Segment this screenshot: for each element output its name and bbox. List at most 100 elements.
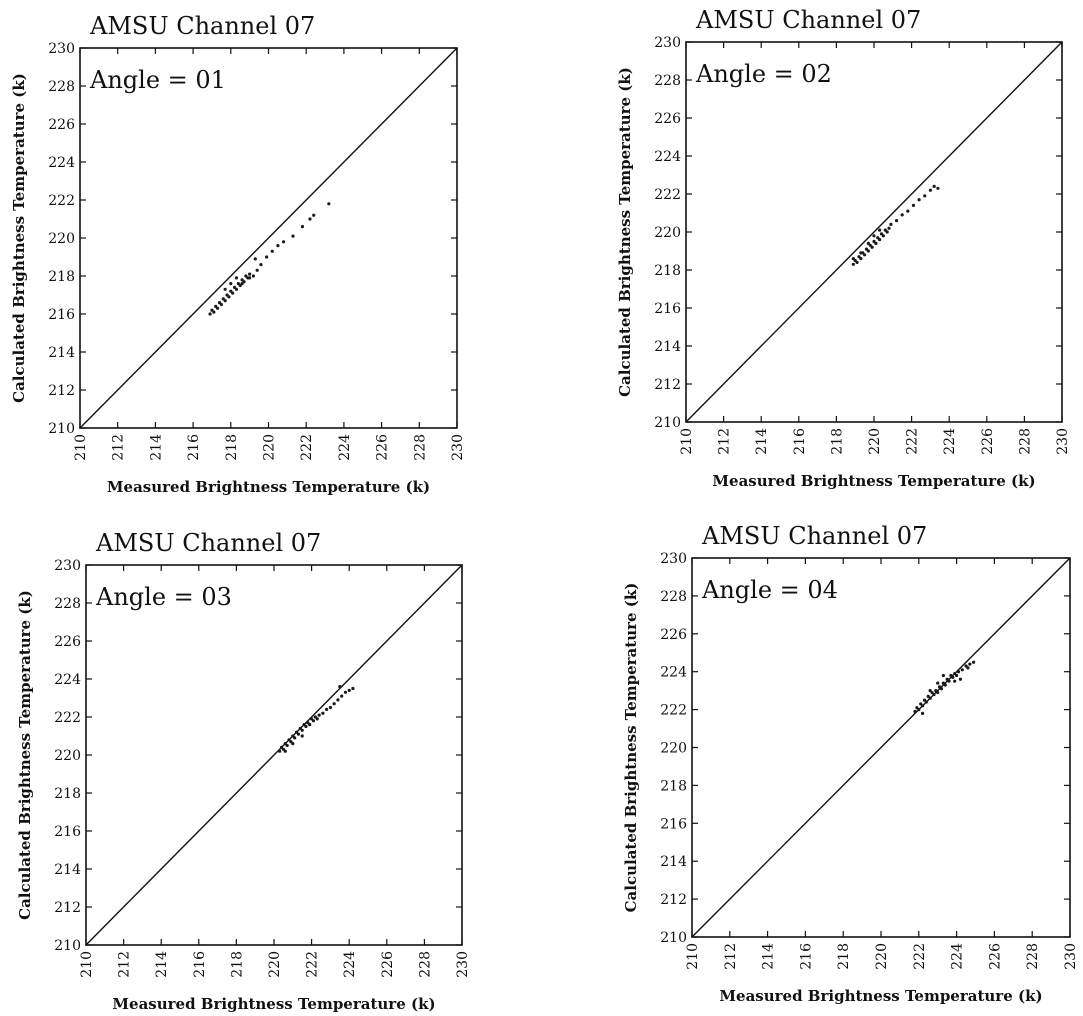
data-point — [347, 688, 351, 693]
y-tick-label: 216 — [654, 301, 681, 317]
y-tick-label: 218 — [54, 786, 81, 802]
data-point — [955, 673, 959, 678]
x-tick-label: 222 — [305, 951, 321, 978]
data-point — [234, 287, 239, 291]
y-tick-label: 224 — [660, 665, 687, 681]
x-tick-label: 214 — [754, 428, 770, 455]
data-point — [276, 244, 280, 248]
x-tick-label: 220 — [262, 434, 278, 461]
data-point — [953, 679, 957, 683]
one-to-one-line — [85, 564, 463, 946]
data-point — [253, 257, 257, 261]
data-point — [851, 262, 855, 266]
data-point — [208, 312, 212, 316]
data-point — [947, 679, 951, 683]
data-point — [325, 707, 329, 712]
data-point — [951, 675, 955, 679]
data-point — [851, 257, 855, 261]
x-tick-label: 228 — [1025, 943, 1041, 970]
data-point — [332, 702, 336, 706]
y-tick-label: 222 — [48, 193, 75, 209]
data-point — [943, 683, 947, 687]
y-tick-label: 228 — [54, 596, 81, 612]
data-point — [958, 677, 962, 681]
x-tick-label: 212 — [723, 943, 739, 970]
angle-annotation: Angle = 01 — [89, 66, 226, 94]
data-point — [216, 306, 220, 310]
x-tick-label: 210 — [679, 428, 695, 455]
x-tick-label: 222 — [905, 428, 921, 455]
data-point — [308, 723, 312, 727]
data-point — [900, 213, 904, 217]
data-point — [338, 685, 342, 689]
data-point — [270, 249, 274, 253]
x-tick-label: 222 — [299, 434, 315, 461]
y-tick-label: 224 — [48, 155, 75, 171]
data-point — [917, 198, 921, 202]
data-point — [278, 749, 282, 753]
data-point — [923, 194, 927, 198]
x-tick-label: 210 — [685, 943, 701, 970]
data-point — [968, 662, 972, 666]
data-point — [251, 274, 256, 278]
data-point — [941, 673, 945, 678]
y-tick-label: 216 — [660, 816, 687, 832]
scatter-panel-2: AMSU Channel 07 Angle = 02 210 212 214 216 218… — [616, 6, 1071, 490]
angle-annotation: Angle = 02 — [695, 60, 832, 88]
chart-title: AMSU Channel 07 — [701, 522, 927, 550]
data-point — [866, 241, 870, 245]
data-point — [300, 728, 304, 732]
data-point — [223, 299, 227, 303]
x-tick-label: 230 — [1055, 428, 1071, 455]
y-axis-label: Calculated Brightness Temperature (k) — [16, 590, 34, 920]
scatter-panel-3: AMSU Channel 07 Angle = 03 210 212 214 216 218… — [16, 529, 471, 1013]
data-point — [928, 696, 932, 700]
y-tick-label: 210 — [48, 421, 75, 437]
x-tick-label: 230 — [1063, 943, 1079, 970]
x-tick-label: 226 — [980, 428, 996, 455]
y-axis-label: Calculated Brightness Temperature (k) — [10, 73, 28, 403]
data-point — [312, 213, 316, 217]
data-point — [351, 686, 355, 691]
x-tick-label: 218 — [829, 428, 845, 455]
chart-title: AMSU Channel 07 — [89, 12, 315, 40]
x-tick-label: 230 — [455, 951, 471, 978]
data-point — [878, 238, 882, 242]
x-tick-label: 214 — [148, 434, 164, 461]
data-point — [231, 291, 235, 295]
y-tick-label: 230 — [48, 41, 75, 57]
data-point — [300, 225, 305, 229]
data-point — [855, 260, 859, 264]
y-tick-label: 222 — [54, 710, 81, 726]
data-point — [874, 241, 878, 245]
data-point — [340, 694, 344, 698]
x-tick-label: 226 — [987, 943, 1003, 970]
data-point — [343, 690, 348, 694]
y-tick-label: 222 — [660, 703, 687, 719]
data-point — [932, 184, 936, 188]
x-tick-label: 220 — [874, 943, 890, 970]
data-point — [281, 240, 286, 244]
data-point — [872, 234, 876, 238]
x-tick-label: 228 — [1017, 428, 1033, 455]
chart-title: AMSU Channel 07 — [695, 6, 921, 34]
data-point — [227, 295, 231, 299]
data-point — [219, 302, 223, 307]
scatter-panel-1: AMSU Channel 07 Angle = 01 210 212 214 216 218… — [10, 12, 466, 496]
data-point — [956, 670, 961, 674]
angle-annotation: Angle = 04 — [701, 576, 838, 604]
data-point — [223, 287, 227, 291]
y-tick-label: 226 — [660, 627, 687, 643]
data-point — [866, 249, 870, 253]
one-to-one-line — [79, 47, 458, 429]
x-axis-label: Measured Brightness Temperature (k) — [107, 478, 430, 496]
x-tick-label: 216 — [192, 951, 208, 978]
data-point — [304, 724, 308, 729]
y-tick-label: 224 — [54, 672, 81, 688]
data-point — [336, 698, 340, 702]
y-tick-label: 228 — [660, 589, 687, 605]
x-tick-label: 212 — [117, 951, 133, 978]
y-tick-label: 212 — [654, 377, 681, 393]
x-axis-label: Measured Brightness Temperature (k) — [112, 995, 435, 1013]
